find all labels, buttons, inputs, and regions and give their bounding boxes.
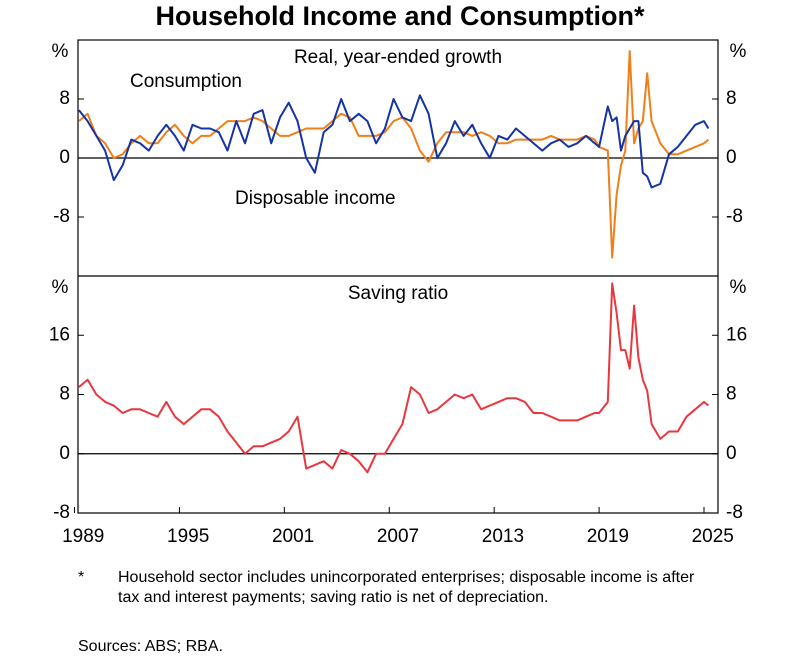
- footnote-text: Household sector includes unincorporated…: [118, 569, 695, 606]
- y-unit-left: %: [52, 41, 69, 62]
- x-tick-label: 2013: [482, 526, 524, 547]
- y-tick-label: 8: [726, 88, 737, 109]
- y-tick-label: 0: [726, 443, 737, 464]
- y-tick-label: 16: [726, 324, 747, 345]
- x-tick-label: 2025: [692, 526, 734, 547]
- x-tick-label: 1995: [167, 526, 209, 547]
- panel-subtitle: Saving ratio: [348, 283, 448, 304]
- series-label: Disposable income: [235, 188, 396, 209]
- panel-subtitle: Real, year-ended growth: [294, 47, 502, 68]
- y-tick-label: -8: [53, 206, 70, 227]
- y-tick-label: -8: [726, 502, 743, 523]
- y-tick-label: 0: [59, 443, 70, 464]
- x-tick-label: 2019: [587, 526, 629, 547]
- y-tick-label: -8: [726, 206, 743, 227]
- y-tick-label: 0: [726, 147, 737, 168]
- y-unit-right: %: [730, 41, 747, 62]
- y-unit-right: %: [730, 277, 747, 298]
- y-unit-left: %: [52, 277, 69, 298]
- data-line: [78, 94, 710, 189]
- y-tick-label: -8: [53, 502, 70, 523]
- y-tick-label: 16: [49, 324, 70, 345]
- y-tick-label: 8: [59, 384, 70, 405]
- x-tick-label: 2001: [272, 526, 314, 547]
- data-line: [78, 282, 710, 474]
- x-tick-label: 1989: [62, 526, 104, 547]
- series-label: Consumption: [130, 71, 242, 92]
- data-line: [78, 50, 710, 259]
- y-tick-label: 8: [59, 88, 70, 109]
- chart-title: Household Income and Consumption*: [155, 1, 644, 31]
- x-tick-label: 2007: [377, 526, 419, 547]
- y-tick-label: 8: [726, 384, 737, 405]
- footnote-marker: *: [78, 569, 85, 586]
- y-tick-label: 0: [59, 147, 70, 168]
- sources: Sources: ABS; RBA.: [78, 638, 223, 655]
- chart: Household Income and Consumption* Real, …: [49, 1, 747, 547]
